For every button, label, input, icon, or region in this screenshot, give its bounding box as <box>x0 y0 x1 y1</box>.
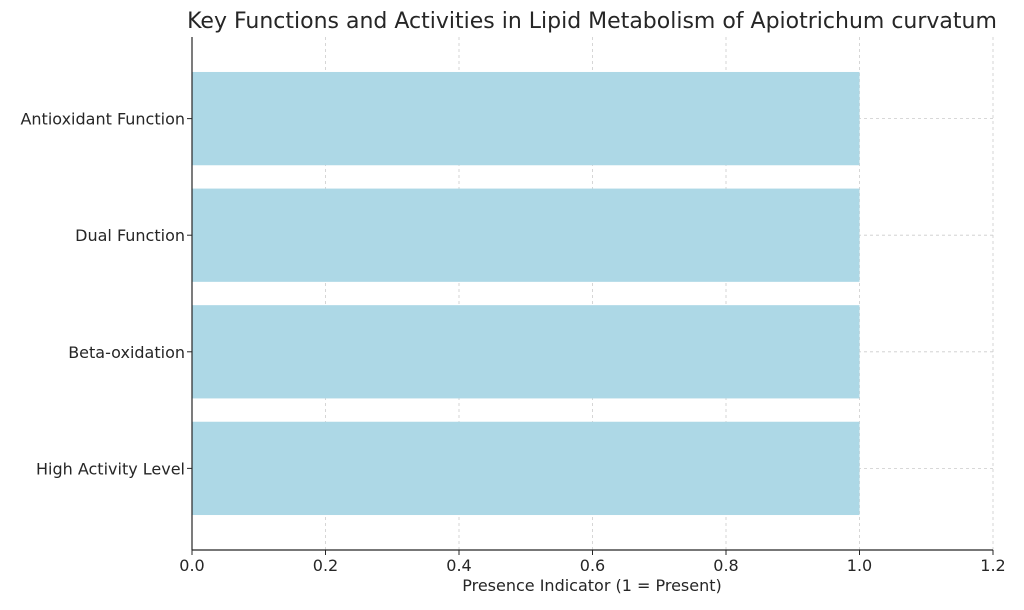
y-tick-labels: Antioxidant Function Dual Function Beta-ox… <box>20 110 185 479</box>
bar <box>192 71 860 166</box>
bar <box>192 188 860 282</box>
chart-title: Key Functions and Activities in Lipid Me… <box>187 9 997 34</box>
bar <box>192 305 860 399</box>
x-tick-labels: 0.0 0.2 0.4 0.6 0.8 1.0 1.2 <box>179 556 1005 575</box>
bars <box>192 71 860 516</box>
y-tick-label: Beta-oxidation <box>68 343 185 362</box>
x-tick-label: 0.4 <box>446 556 471 575</box>
x-axis-label: Presence Indicator (1 = Present) <box>462 576 722 595</box>
y-tick-label: Dual Function <box>75 226 185 245</box>
x-tick-label: 0.0 <box>179 556 204 575</box>
y-tick-label: Antioxidant Function <box>20 110 185 129</box>
x-tick-label: 1.2 <box>980 556 1005 575</box>
x-tick-label: 1.0 <box>847 556 872 575</box>
y-tick-label: High Activity Level <box>36 459 185 478</box>
x-tick-label: 0.6 <box>580 556 605 575</box>
axes <box>187 37 994 555</box>
bar <box>192 421 860 516</box>
x-tick-label: 0.8 <box>713 556 738 575</box>
x-tick-label: 0.2 <box>313 556 338 575</box>
